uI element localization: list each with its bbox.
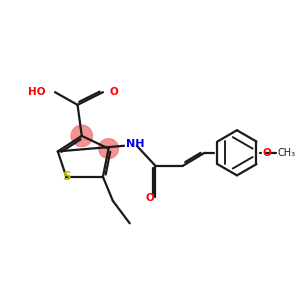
Text: NH: NH [126, 140, 145, 149]
Text: HO: HO [28, 87, 45, 97]
Text: CH₃: CH₃ [278, 148, 296, 158]
Text: O: O [145, 193, 154, 203]
Text: S: S [62, 170, 70, 183]
Circle shape [99, 139, 118, 158]
Text: O: O [262, 148, 271, 158]
Circle shape [71, 125, 92, 147]
Text: O: O [109, 87, 118, 97]
